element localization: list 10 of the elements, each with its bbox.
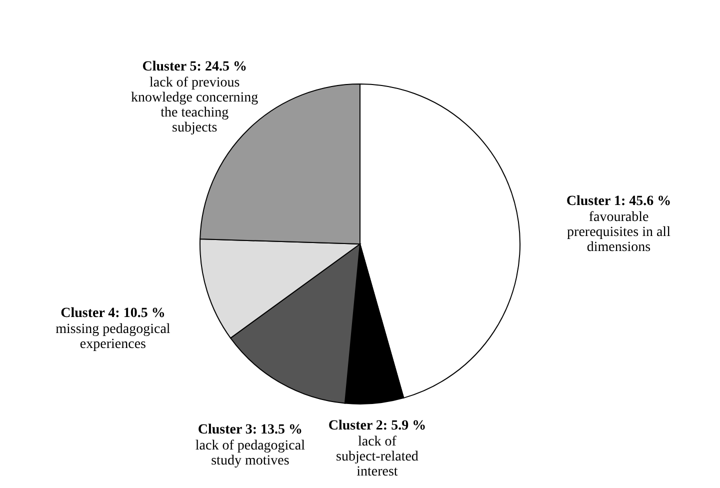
data-label: Cluster 4: 10.5 % [60, 306, 166, 321]
data-label: Cluster 5: 24.5 % [142, 59, 247, 74]
slice-label: lack of pedagogical study motives [195, 438, 306, 469]
slice-label: favourable prerequisites in all dimensions [567, 210, 671, 256]
data-label: Cluster 1: 45.6 % [566, 194, 672, 210]
slice-label: lack of subject-related interest [336, 434, 418, 480]
data-label: Cluster 3: 13.5 % [198, 422, 303, 438]
slice-label: missing pedagogical experiences [56, 322, 170, 352]
slice-label: lack of previous knowledge concerning the teaching subjects [131, 75, 258, 136]
data-label: Cluster 2: 5.9 % [328, 418, 426, 434]
